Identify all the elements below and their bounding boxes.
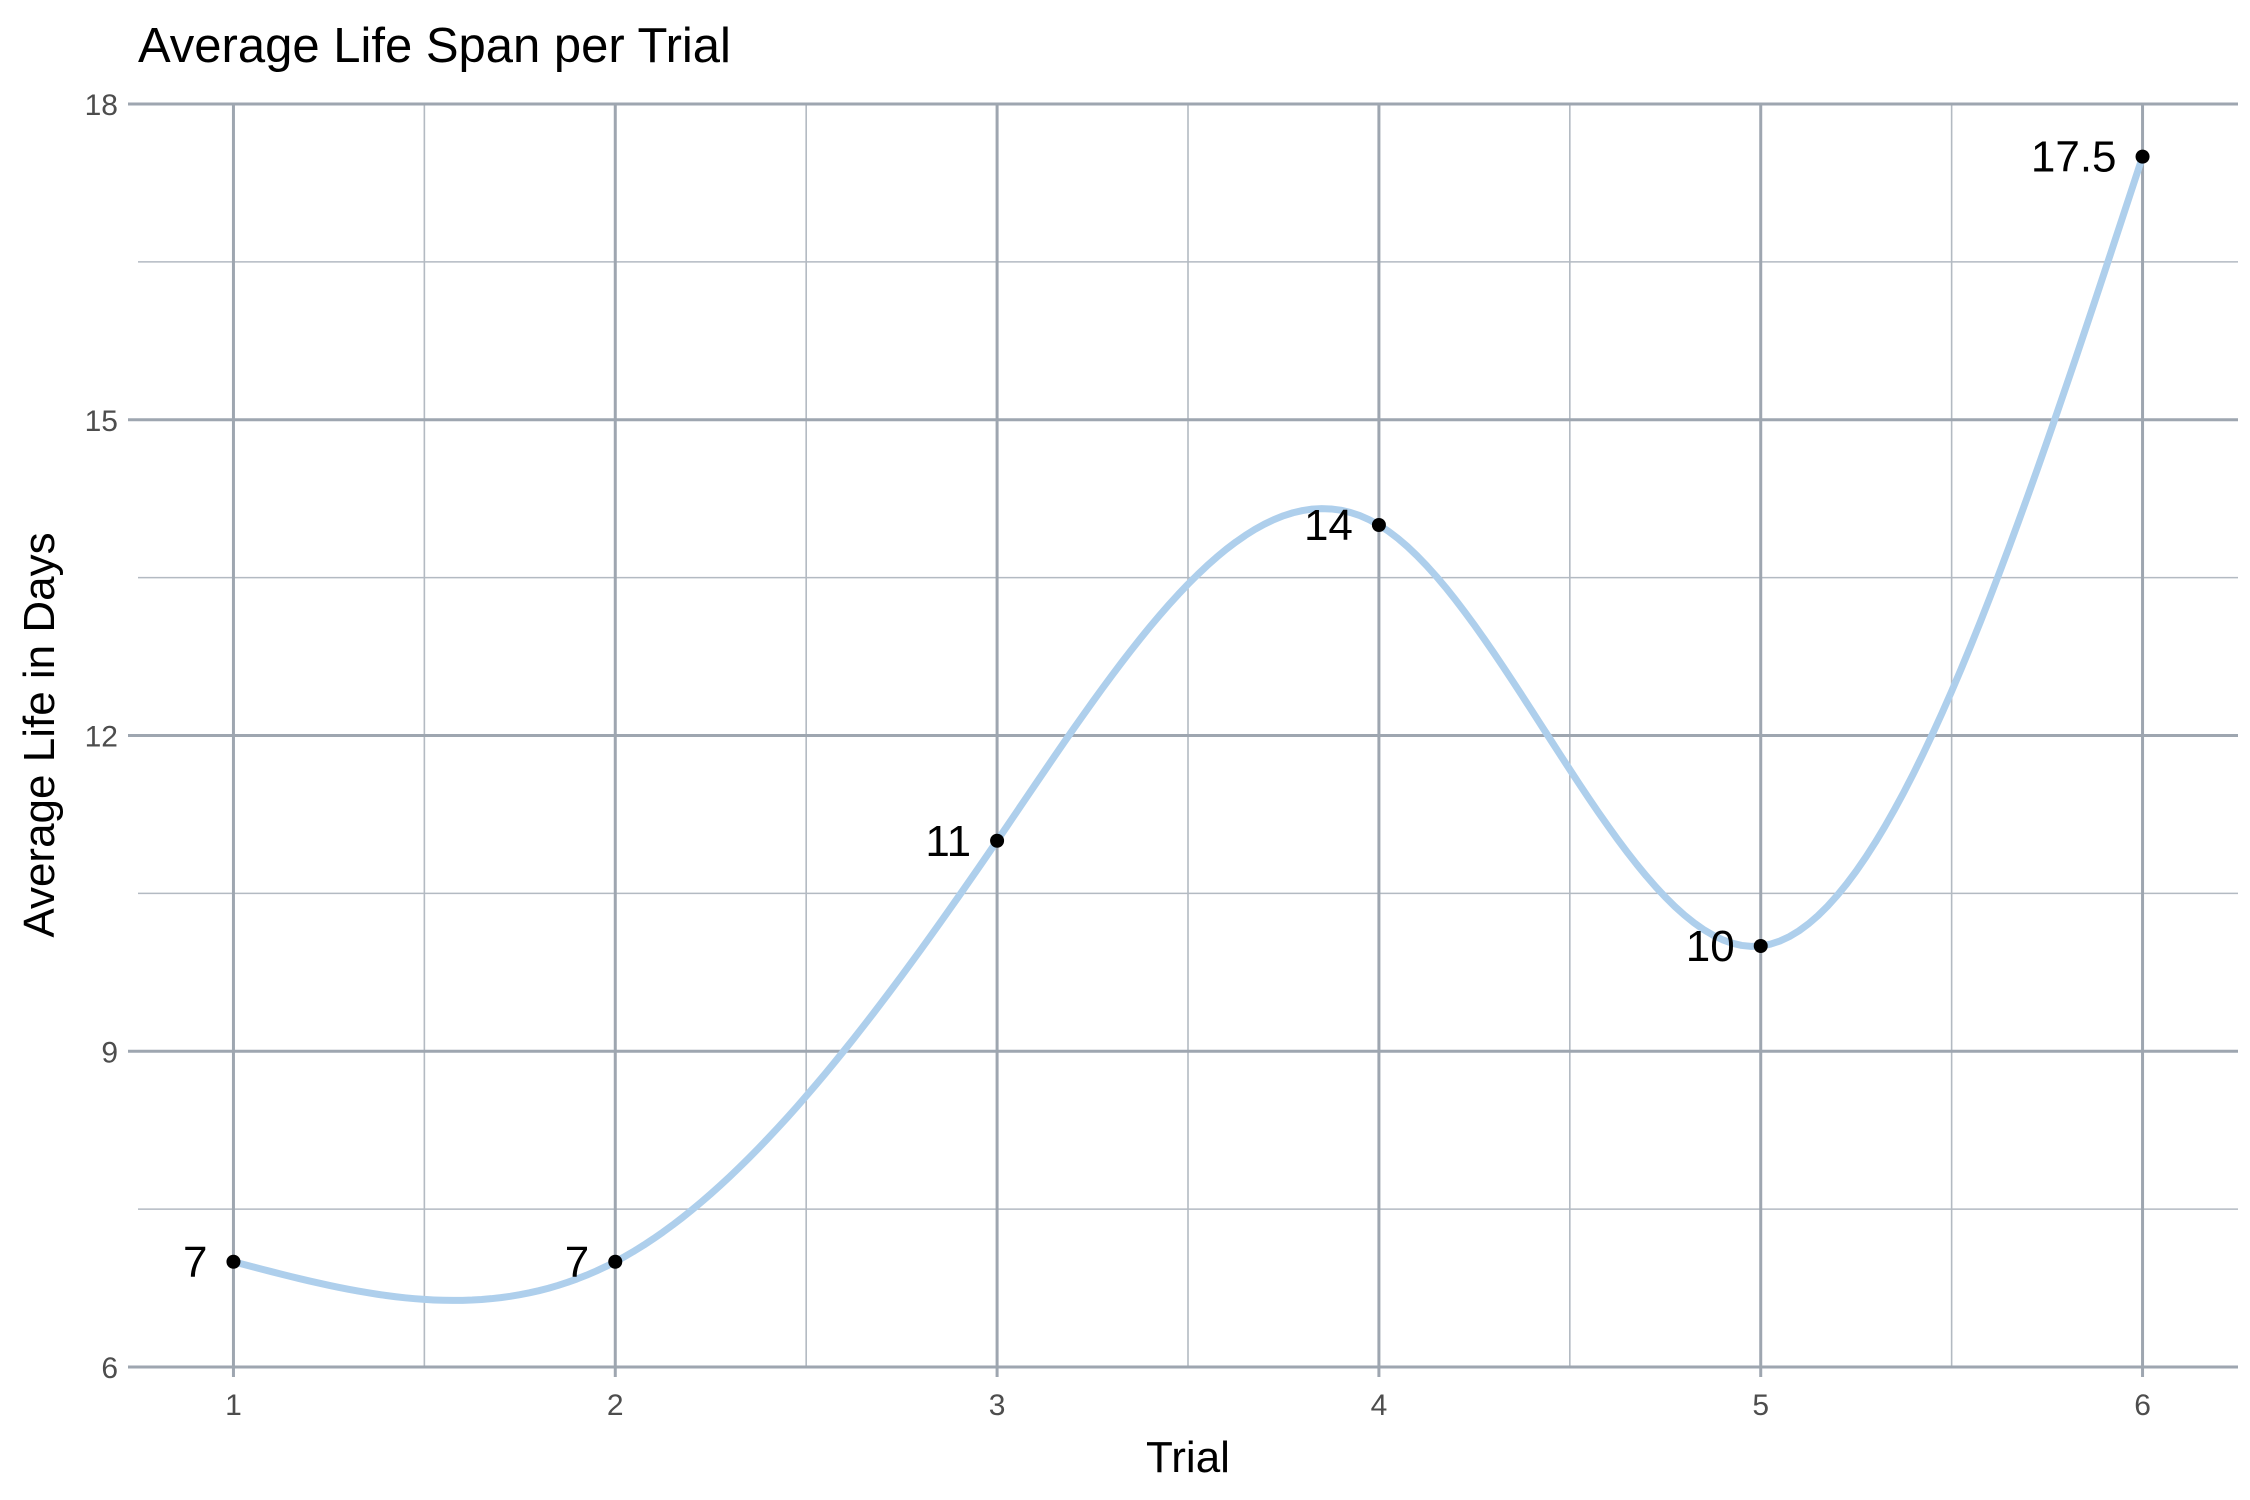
x-tick-label: 4: [1371, 1389, 1388, 1422]
x-tick-label: 5: [1752, 1389, 1769, 1422]
data-point: [2135, 149, 2150, 164]
data-label: 17.5: [2031, 133, 2117, 182]
y-tick-label: 6: [101, 1352, 118, 1385]
y-tick-label: 15: [85, 405, 118, 438]
chart-title: Average Life Span per Trial: [138, 19, 731, 73]
data-label: 7: [183, 1238, 207, 1287]
data-point: [226, 1254, 241, 1269]
data-label: 11: [925, 817, 971, 866]
x-tick-label: 6: [2134, 1389, 2151, 1422]
data-label: 14: [1304, 501, 1353, 550]
x-tick-label: 3: [989, 1389, 1006, 1422]
data-point: [1753, 939, 1768, 953]
y-tick-label: 9: [101, 1036, 118, 1069]
x-tick-label: 1: [225, 1389, 242, 1422]
data-label: 10: [1686, 922, 1735, 971]
data-point: [990, 833, 1005, 848]
x-tick-label: 2: [607, 1389, 624, 1422]
y-tick-label: 18: [85, 89, 118, 122]
data-label: 7: [565, 1238, 589, 1287]
data-labels: 7 7 11 14 10 17.5: [183, 133, 2117, 1287]
y-tick-label: 12: [85, 721, 118, 754]
data-point: [608, 1254, 623, 1269]
data-point: [1371, 518, 1386, 532]
grid: [138, 102, 2238, 1369]
x-axis-label: Trial: [1146, 1433, 1230, 1482]
series-curve: [229, 153, 2147, 1304]
data-points: [226, 149, 2150, 1269]
y-axis-label: Average Life in Days: [15, 532, 64, 937]
series-line: [229, 153, 2147, 1304]
